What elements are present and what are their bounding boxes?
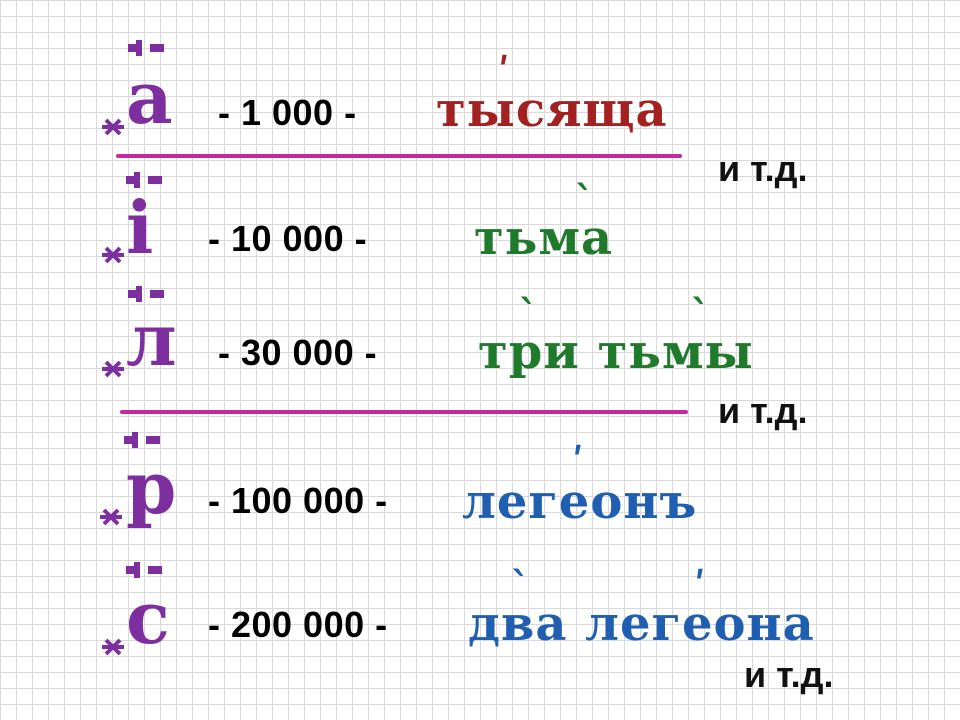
stress-mark-icon: ʹ bbox=[572, 440, 585, 487]
number-value: - 10 000 - bbox=[208, 218, 368, 259]
section-divider bbox=[120, 410, 688, 414]
numeral-letter: а bbox=[126, 55, 173, 140]
numeral-row-30000: л - 30 000 - три тьмы ` ` bbox=[0, 282, 960, 392]
titlo-mark-icon bbox=[102, 562, 162, 656]
grave-accent-icon: ` bbox=[518, 292, 538, 339]
stress-mark-icon: ʹ bbox=[498, 50, 511, 97]
section-divider bbox=[116, 154, 682, 158]
number-word: легеонъ bbox=[462, 474, 698, 530]
numeral-glyph: і bbox=[100, 170, 190, 280]
titlo-mark-icon bbox=[102, 40, 164, 136]
etc-label: и т.д. bbox=[744, 654, 834, 695]
numeral-letter: л bbox=[126, 297, 177, 382]
number-word: два легеона bbox=[468, 596, 815, 652]
stress-mark-icon: ʹ bbox=[694, 564, 707, 611]
numeral-glyph: р bbox=[100, 430, 190, 540]
grave-accent-icon: ` bbox=[510, 564, 530, 611]
numeral-row-1000: а - 1 000 - тысяща ʹ bbox=[0, 40, 960, 150]
titlo-mark-icon bbox=[102, 286, 164, 378]
number-value: - 100 000 - bbox=[208, 480, 388, 521]
numeral-glyph: а bbox=[100, 40, 190, 150]
numeral-letter: р bbox=[126, 445, 177, 530]
number-word: тьма bbox=[474, 210, 614, 266]
number-word: три тьмы bbox=[478, 324, 754, 380]
titlo-mark-icon bbox=[100, 432, 160, 526]
number-value: - 1 000 - bbox=[218, 92, 357, 133]
numeral-row-100000: р - 100 000 - легеонъ ʹ bbox=[0, 430, 960, 540]
grave-accent-icon: ` bbox=[690, 292, 710, 339]
numeral-glyph: с bbox=[100, 560, 190, 670]
number-word: тысяща bbox=[436, 82, 668, 138]
number-value: - 30 000 - bbox=[218, 332, 378, 373]
numeral-letter: і bbox=[126, 185, 154, 270]
etc-label: и т.д. bbox=[718, 148, 808, 189]
etc-label: и т.д. bbox=[718, 390, 808, 431]
numeral-row-10000: і - 10 000 - тьма ` bbox=[0, 170, 960, 280]
grave-accent-icon: ` bbox=[574, 178, 594, 225]
numeral-letter: с bbox=[126, 575, 170, 660]
number-value: - 200 000 - bbox=[208, 604, 388, 645]
numeral-row-200000: с - 200 000 - два легеона ` ʹ bbox=[0, 560, 960, 670]
numeral-glyph: л bbox=[100, 282, 190, 392]
titlo-mark-icon bbox=[102, 172, 162, 264]
